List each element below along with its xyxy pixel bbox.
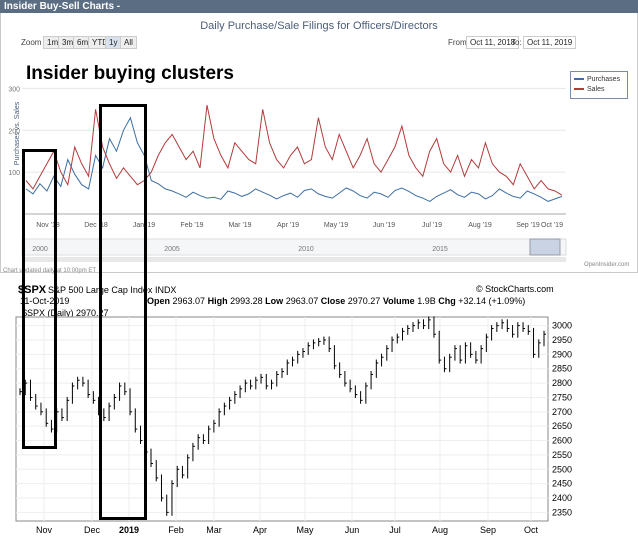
plot-area [15,316,549,522]
x-tick-label: Dec [84,525,101,535]
x-tick-label: Apr '19 [277,222,299,229]
y-tick-label: 2400 [552,493,572,503]
y-tick-label: 100 [8,170,20,177]
y-tick-label: 2900 [552,349,572,359]
zoom-label: Zoom [21,38,42,47]
x-tick-label: May '19 [324,222,348,229]
navigator-tick-label: 2000 [32,246,48,253]
source-credit[interactable]: OpenInsider.com [584,262,630,268]
from-label: From: [448,38,469,47]
chart-legend: Purchases Sales [570,71,628,99]
close-label: Close [320,296,346,306]
x-tick-label: Feb [168,525,184,535]
series-legend: $SPX (Daily) 2970.27 [22,308,109,318]
legend-sales[interactable]: Sales [574,85,605,94]
stockcharts-credit[interactable]: © StockCharts.com [476,284,554,294]
to-date-input[interactable]: Oct 11, 2019 [523,36,577,49]
chg-value: +32.14 (+1.09%) [458,296,526,306]
x-tick-label: Nov [36,525,53,535]
y-tick-label: 2950 [552,335,572,345]
navigator-scrollbar [22,257,566,262]
close-value: 2970.27 [347,296,381,306]
exchange-name: INDX [154,285,177,295]
navigator-strip[interactable]: 2000 2005 2010 2015 [0,237,638,263]
y-tick-label: 2700 [552,407,572,417]
x-tick-label: Jun [345,525,360,535]
series-line-sales [25,104,563,196]
from-date-input[interactable]: Oct 11, 2018 [466,36,520,49]
annotation-box-dec [99,104,147,520]
zoom-1y-button[interactable]: 1y [105,36,122,49]
x-tick-label: Mar '19 [228,222,251,229]
x-tick-label: Sep '19 [516,222,540,229]
navigator-tick-label: 2010 [298,246,314,253]
chart-footnote: Chart updated daily at 10:00pm ET [3,268,97,274]
chart-title: Daily Purchase/Sale Filings for Officers… [200,20,438,32]
y-tick-label: 2550 [552,450,572,460]
ticker-symbol: $SPX [18,284,47,296]
y-tick-label: 2500 [552,464,572,474]
navigator-tick-label: 2015 [432,246,448,253]
low-value: 2963.07 [285,296,319,306]
x-tick-label: Jul [389,525,401,535]
annotation-box-oct [22,149,57,449]
legend-sales-label: Sales [587,86,605,93]
volume-label: Volume [382,296,415,306]
open-label: Open [147,296,171,306]
purchases-swatch [574,78,584,81]
x-tick-label: Aug [432,525,448,535]
y-tick-label: 2600 [552,436,572,446]
insider-chart-panel: Insider Buy-Sell Charts - Daily Purchase… [0,0,638,274]
y-tick-label: 2850 [552,364,572,374]
low-label: Low [265,296,284,306]
to-label: To: [511,38,522,47]
y-tick-label: 200 [8,128,20,135]
chg-label: Chg [438,296,456,306]
y-tick-label: 3000 [552,321,572,331]
quote-date: 11-Oct-2019 [20,296,70,306]
zoom-all-button[interactable]: All [120,36,137,49]
x-tick-label: Oct [524,525,539,535]
open-value: 2963.07 [172,296,206,306]
legend-purchases-label: Purchases [587,76,621,83]
y-tick-label: 300 [8,86,20,93]
plot-area [22,80,566,214]
x-tick-label: Mar [206,525,222,535]
x-tick-label: Jun '19 [373,222,395,229]
y-tick-label: 2350 [552,507,572,517]
high-label: High [207,296,228,306]
navigator-tick-label: 2005 [164,246,180,253]
x-tick-label: Apr [253,525,267,535]
y-tick-label: 2750 [552,392,572,402]
volume-value: 1.9B [417,296,436,306]
x-tick-label: Aug '19 [468,222,492,229]
annotation-title: Insider buying clusters [26,63,234,84]
x-tick-label: Sep [480,525,496,535]
x-tick-label: Feb '19 [180,222,203,229]
high-value: 2993.28 [230,296,263,306]
series-line-purchases [25,116,563,202]
y-tick-label: 2650 [552,421,572,431]
x-tick-label: Dec '18 [84,222,108,229]
x-tick-label: Jul '19 [422,222,442,229]
x-tick-label: 2019 [119,525,139,535]
spx-price-chart: 2350 2400 2450 2500 2550 2600 2650 2700 2750 2800… [15,316,572,535]
ohlc-readout: Open 2963.07 High 2993.28 Low 2963.07 Cl… [147,296,525,306]
panel-header: Insider Buy-Sell Charts - [0,0,638,13]
x-tick-label: Oct '19 [541,222,563,229]
x-tick-label: May [296,525,314,535]
y-tick-label: 2800 [552,378,572,388]
navigator-selection [529,238,561,256]
sales-swatch [574,88,584,91]
legend-purchases[interactable]: Purchases [574,75,620,84]
y-tick-label: 2450 [552,479,572,489]
panel-header-title: Insider Buy-Sell Charts - [4,1,121,12]
x-tick-label: Nov '18 [36,222,60,229]
